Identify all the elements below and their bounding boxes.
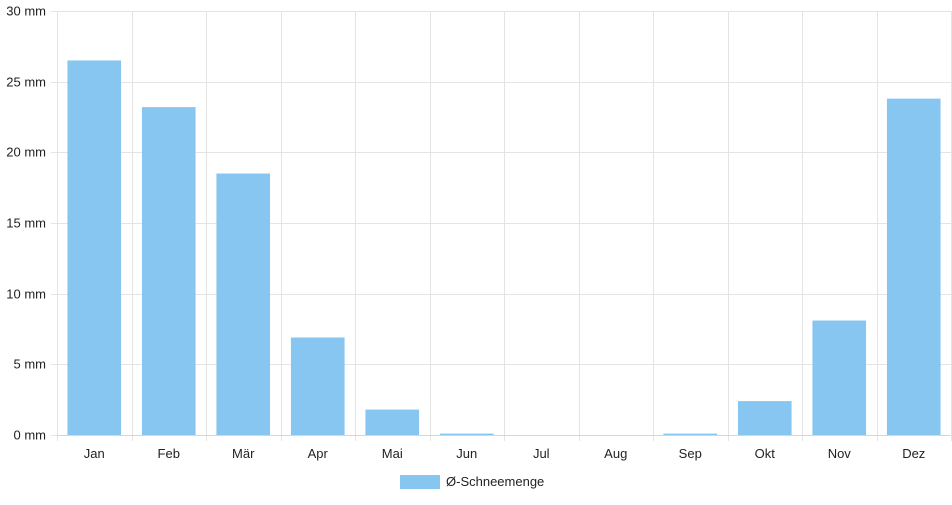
y-tick-label: 30 mm — [6, 4, 46, 19]
bar-jun[interactable]: Jun: 0.1 mm — [439, 433, 494, 435]
y-tick-label: 5 mm — [14, 357, 47, 372]
x-tick-label: Aug — [604, 446, 627, 461]
bar-mär[interactable]: Mär: 18.5 mm — [216, 173, 271, 435]
x-tick-label: Mär — [232, 446, 255, 461]
bar-feb[interactable]: Feb: 23.2 mm — [141, 107, 196, 436]
bar-okt[interactable]: Okt: 2.4 mm — [737, 401, 792, 435]
x-tick-label: Nov — [828, 446, 852, 461]
x-tick-label: Dez — [902, 446, 925, 461]
y-axis: 0 mm 5 mm 10 mm 15 mm 20 mm 25 mm 30 mm — [6, 4, 46, 443]
legend[interactable]: Ø-Schneemenge — [400, 474, 544, 489]
y-tick-label: 10 mm — [6, 287, 46, 302]
y-tick-label: 0 mm — [14, 428, 47, 443]
bar-apr[interactable]: Apr: 6.9 mm — [290, 337, 345, 435]
x-tick-label: Jan — [84, 446, 105, 461]
bar-mai[interactable]: Mai: 1.8 mm — [365, 409, 420, 435]
legend-swatch[interactable] — [400, 475, 440, 489]
x-tick-label: Sep — [679, 446, 702, 461]
x-tick-label: Mai — [382, 446, 403, 461]
bar-jan[interactable]: Jan: 26.5 mm — [67, 60, 122, 435]
x-axis: Jan Feb Mär Apr Mai Jun Jul Aug Sep Okt Nov Dez — [57, 435, 951, 461]
y-tick-label: 25 mm — [6, 75, 46, 90]
bar-sep[interactable]: Sep: 0.1 mm — [663, 433, 718, 435]
x-tick-label: Okt — [755, 446, 776, 461]
bar-dez[interactable]: Dez: 23.8 mm — [886, 98, 941, 435]
legend-label[interactable]: Ø-Schneemenge — [446, 474, 544, 489]
x-tick-label: Apr — [308, 446, 329, 461]
x-tick-label: Jun — [456, 446, 477, 461]
grid-layer — [51, 11, 952, 441]
x-tick-label: Jul — [533, 446, 550, 461]
y-tick-label: 15 mm — [6, 216, 46, 231]
y-tick-label: 20 mm — [6, 145, 46, 160]
x-tick-label: Feb — [158, 446, 180, 461]
bar-nov[interactable]: Nov: 8.1 mm — [812, 320, 867, 435]
bars-layer: Jan: 26.5 mm Feb: 23.2 mm Mär: 18.5 mm Apr:… — [67, 60, 941, 436]
